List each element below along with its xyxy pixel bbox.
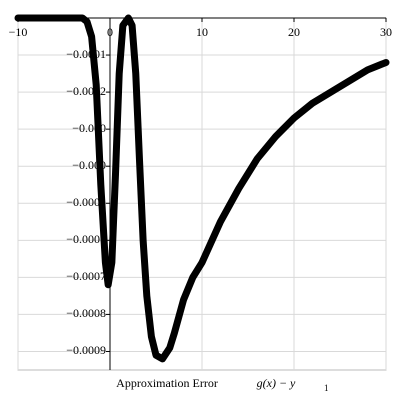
x-tick-label: 20 <box>288 25 300 39</box>
x-tick-label: −10 <box>9 25 28 39</box>
x-tick-label: 10 <box>196 25 208 39</box>
formula-subscript: 1 <box>324 383 329 393</box>
y-tick-label: −0.0002 <box>66 84 106 98</box>
y-tick-label: −0.0007 <box>66 269 106 283</box>
y-tick-label: −0.0001 <box>66 47 106 61</box>
axes: −100102030−0.0001−0.0002−0.000−0.000−0.0… <box>9 17 392 370</box>
y-tick-label: −0.000 <box>72 158 106 172</box>
grid <box>17 18 387 370</box>
x-axis-label: Approximation Error <box>116 376 218 390</box>
y-tick-label: −0.0008 <box>66 306 106 320</box>
y-tick-label: −0.0006 <box>66 232 106 246</box>
series-line <box>14 14 390 363</box>
y-tick-label: −0.000 <box>72 121 106 135</box>
lines <box>14 14 390 363</box>
y-tick-label: −0.0005 <box>66 195 106 209</box>
formula: g(x) − y <box>257 376 296 390</box>
x-tick-label: 30 <box>380 25 392 39</box>
y-tick-label: −0.0009 <box>66 343 106 357</box>
